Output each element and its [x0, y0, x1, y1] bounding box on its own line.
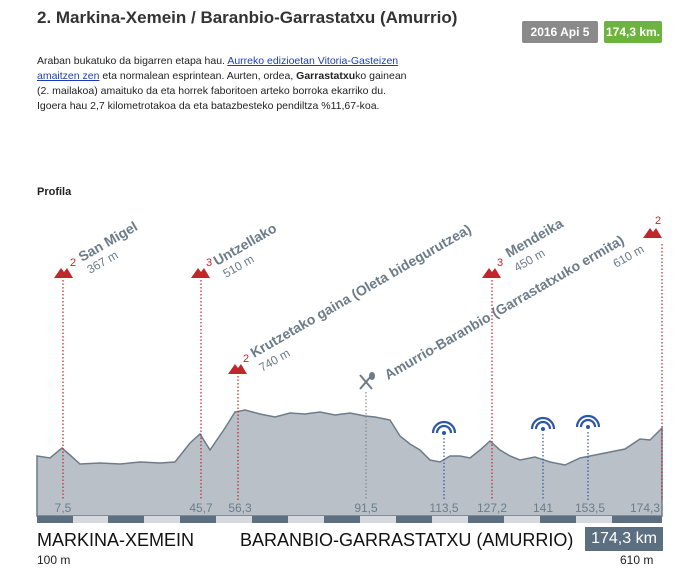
description-text-1: Araban bukatuko da bigarren etapa hau. — [37, 55, 228, 67]
start-town: MARKINA-XEMEIN — [37, 530, 195, 550]
finish-altitude: 610 m — [620, 553, 654, 567]
distance-bar-segment — [612, 516, 662, 523]
distance-bar-segment — [37, 516, 73, 523]
distance-bar-segment — [396, 516, 432, 523]
distance-bar-segment — [540, 516, 576, 523]
description-text-2: eta normalean esprintean. Aurten, ordea, — [99, 70, 297, 82]
mountain-icon: 2 — [643, 215, 662, 238]
mountain-icon: 2 — [54, 257, 76, 278]
climb-category: 2 — [70, 257, 76, 269]
profile-section-title: Profila — [37, 186, 72, 198]
elevation-profile: 7,5 45,7 56,3 91,5 113,5 127,2 141 153,5… — [36, 215, 663, 523]
km-label: 153,5 — [575, 501, 605, 515]
date-badge: 2016 Api 5 — [522, 21, 598, 43]
terrain-fill — [36, 409, 663, 517]
km-label: 113,5 — [429, 501, 458, 515]
description-bold: Garrastatxu — [296, 70, 356, 82]
km-label: 141 — [533, 501, 553, 515]
distance-bar-segment — [252, 516, 288, 523]
mountain-icon: 3 — [191, 257, 212, 278]
climb-category: 3 — [206, 257, 212, 269]
km-label: 7,5 — [55, 501, 72, 515]
distance-bar-segment — [108, 516, 144, 523]
stage-title: 2. Markina-Xemein / Baranbio-Garrastatxu… — [37, 8, 458, 27]
km-label: 127,2 — [477, 501, 507, 515]
feed-zone-icon — [359, 372, 375, 390]
mountain-icon: 3 — [482, 257, 503, 278]
distance-bar-segment — [180, 516, 216, 523]
climb-category: 2 — [655, 215, 661, 227]
total-distance-badge: 174,3 km — [585, 527, 663, 551]
km-label: 91,5 — [354, 501, 378, 515]
sprint-icon — [530, 416, 556, 431]
description-text-3: ko gainean (2. mailakoa) amaituko da eta… — [37, 70, 407, 112]
sprint-icon — [431, 420, 457, 435]
distance-bar — [37, 516, 662, 523]
km-label: 45,7 — [189, 501, 213, 515]
km-label: 56,3 — [228, 501, 252, 515]
finish-town: BARANBIO-GARRASTATXU (AMURRIO) — [240, 530, 574, 550]
km-label: 174,3 — [630, 501, 660, 515]
start-altitude: 100 m — [37, 553, 71, 567]
previous-editions-link[interactable]: Aurreko edizioetan Vitoria-Gasteizen ama… — [37, 55, 399, 82]
distance-badge: 174,3 km. — [604, 21, 662, 43]
climb-category: 2 — [243, 353, 249, 365]
distance-bar-segment — [468, 516, 504, 523]
distance-bar-segment — [324, 516, 360, 523]
mountain-icon: 2 — [228, 353, 249, 374]
sprint-icon — [575, 414, 601, 429]
climb-category: 3 — [497, 257, 503, 269]
stage-description: Araban bukatuko da bigarren etapa hau. A… — [37, 54, 417, 114]
